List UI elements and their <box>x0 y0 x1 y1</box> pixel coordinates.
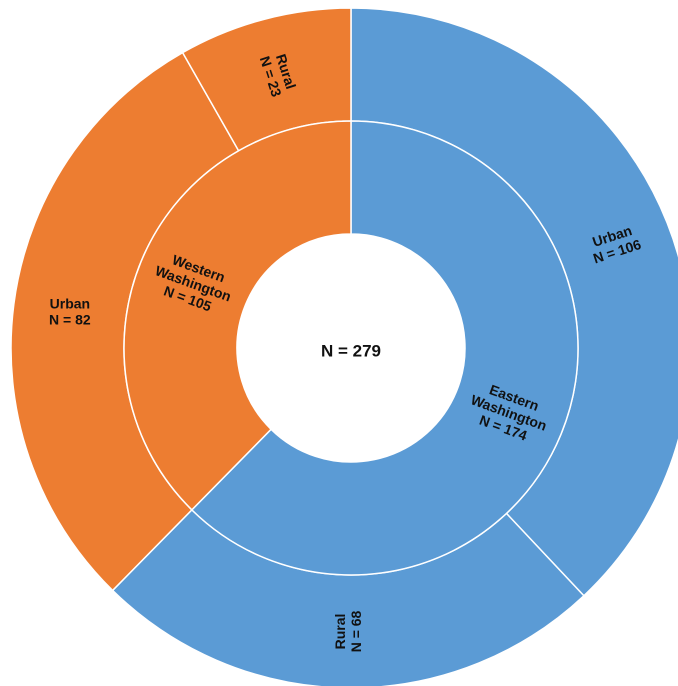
center-total-label: N = 279 <box>321 341 381 360</box>
center-hole <box>237 234 465 462</box>
outer-label-western-washington-urban: Urban N = 82 <box>49 295 91 327</box>
outer-label-eastern-washington-rural: RuralN = 68 <box>332 610 364 652</box>
